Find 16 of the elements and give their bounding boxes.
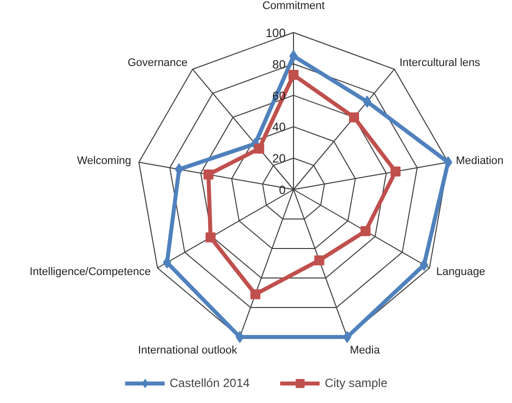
y-tick-label: 20 (272, 152, 286, 166)
spoke-label: Intelligence/Competence (30, 266, 151, 278)
y-tick-label: 80 (272, 57, 286, 72)
legend-label: Castellón 2014 (170, 376, 250, 390)
y-tick-label: 60 (272, 88, 286, 103)
spoke-label: Intercultural lens (399, 57, 481, 70)
spoke-label: International outlook (138, 344, 238, 356)
y-tick-label: 40 (272, 120, 286, 134)
spoke-label: Commitment (262, 0, 325, 12)
y-tick-label: 100 (266, 26, 286, 40)
spoke-label: Welcoming (76, 154, 132, 167)
legend-label: City sample (324, 376, 388, 390)
spoke-label: Governance (128, 57, 188, 70)
spoke-label: Mediation (456, 154, 504, 167)
spoke-label: Media (350, 344, 381, 356)
spoke-label: Language (436, 266, 486, 278)
